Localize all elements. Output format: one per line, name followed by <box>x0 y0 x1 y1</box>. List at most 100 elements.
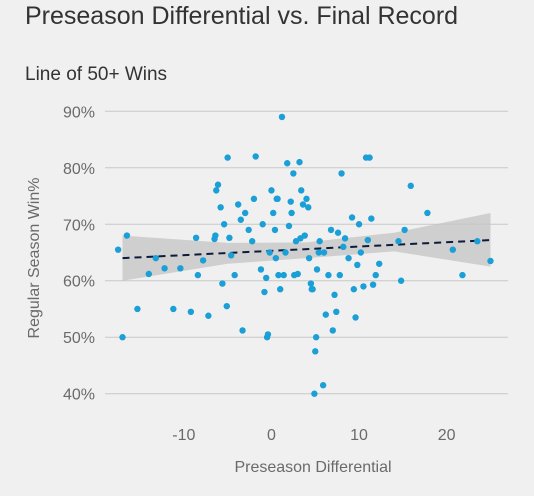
data-point <box>401 226 408 234</box>
data-point <box>331 291 338 299</box>
data-point <box>261 288 268 296</box>
data-point <box>287 198 294 205</box>
data-point <box>350 286 358 293</box>
data-point <box>263 274 270 282</box>
data-point <box>303 195 310 203</box>
data-point <box>360 283 367 290</box>
data-point <box>224 154 231 161</box>
data-points <box>114 113 494 397</box>
data-point <box>354 261 361 269</box>
data-point <box>376 260 383 267</box>
data-point <box>250 195 258 203</box>
confidence-band <box>122 212 491 281</box>
data-point <box>288 209 295 217</box>
data-point <box>305 254 313 262</box>
data-point <box>311 390 318 397</box>
data-point <box>245 226 252 234</box>
data-point <box>299 201 307 208</box>
data-point <box>341 235 349 242</box>
data-point <box>280 271 287 279</box>
data-point <box>219 280 226 287</box>
data-point <box>397 277 405 284</box>
data-point <box>315 249 322 256</box>
data-point <box>177 265 184 272</box>
x-tick-label: 10 <box>350 427 368 444</box>
x-axis-tick-labels: -10 0 10 20 <box>172 427 455 444</box>
y-tick-label: 70% <box>63 217 95 234</box>
x-tick-label: 0 <box>267 427 276 444</box>
x-tick-label: -10 <box>172 427 195 444</box>
data-point <box>248 238 256 245</box>
data-point <box>369 281 377 288</box>
data-point <box>187 308 195 316</box>
data-point <box>372 271 379 279</box>
confidence-band-layer <box>122 212 491 281</box>
data-point <box>194 271 202 279</box>
data-point <box>345 254 352 262</box>
data-point <box>114 246 122 253</box>
data-point <box>259 221 266 228</box>
data-point <box>134 305 141 313</box>
data-point <box>199 257 207 264</box>
data-point <box>301 232 308 239</box>
y-tick-label: 80% <box>63 161 95 178</box>
data-point <box>312 334 320 341</box>
data-point <box>270 209 277 217</box>
data-point <box>152 254 160 262</box>
data-point <box>424 209 431 217</box>
data-point <box>316 238 323 245</box>
data-point <box>336 271 343 279</box>
trend-line-layer <box>122 239 491 260</box>
data-point <box>217 204 224 211</box>
data-point <box>298 187 305 194</box>
data-point <box>226 234 233 242</box>
data-point <box>334 229 342 236</box>
data-point <box>366 154 373 161</box>
data-point <box>223 302 230 310</box>
data-point <box>313 266 321 273</box>
data-point <box>161 265 168 272</box>
data-point <box>395 238 402 245</box>
data-point <box>333 308 340 316</box>
data-point <box>239 327 246 334</box>
data-point <box>322 311 329 318</box>
data-point <box>459 271 466 279</box>
data-point <box>119 334 126 341</box>
data-point <box>474 238 481 245</box>
data-point <box>449 246 457 253</box>
data-point <box>357 249 365 256</box>
data-point <box>290 170 297 177</box>
trend-line <box>122 239 491 260</box>
y-tick-label: 90% <box>63 104 95 121</box>
data-point <box>338 170 345 177</box>
data-point <box>220 221 228 228</box>
x-axis-label: Preseason Differential <box>234 459 391 476</box>
y-tick-label: 50% <box>63 330 95 347</box>
x-tick-label: 20 <box>438 427 456 444</box>
data-point <box>312 348 319 355</box>
y-axis-tick-labels: 40% 50% 60% 70% 80% 90% <box>63 104 95 403</box>
data-point <box>352 314 359 321</box>
data-point <box>340 243 347 251</box>
data-point <box>271 226 279 234</box>
data-point <box>170 305 177 313</box>
data-point <box>145 270 153 278</box>
data-point <box>305 204 312 211</box>
data-point <box>241 209 249 217</box>
data-point <box>227 252 235 259</box>
data-point <box>234 201 242 208</box>
data-point <box>213 187 220 194</box>
data-point <box>264 331 272 338</box>
data-point <box>368 215 375 222</box>
data-point <box>296 158 303 166</box>
data-point <box>319 382 327 389</box>
y-axis-label: Regular Season Win% <box>26 178 43 339</box>
data-point <box>274 195 281 203</box>
data-point <box>278 113 286 121</box>
data-point <box>355 221 363 228</box>
data-point <box>268 187 275 194</box>
chart-title: Preseason Differential vs. Final Record <box>25 2 459 30</box>
data-point <box>284 160 291 167</box>
data-point <box>277 286 284 293</box>
